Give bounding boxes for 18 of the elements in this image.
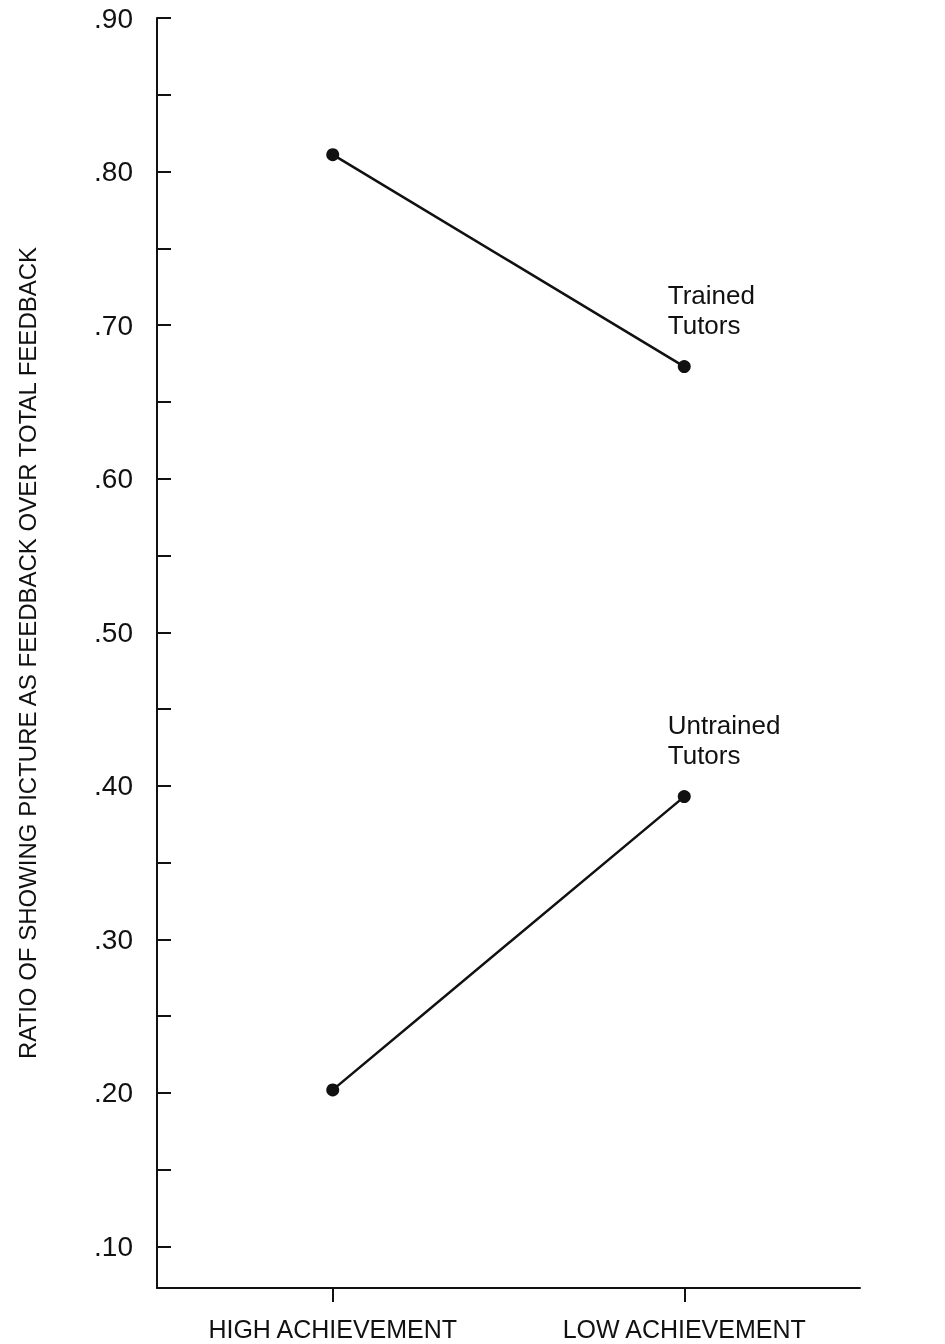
x-tick-label: HIGH ACHIEVEMENT	[208, 1314, 458, 1343]
point	[326, 1083, 340, 1097]
x-tick-label: LOW ACHIEVEMENT	[562, 1314, 806, 1343]
series-label: Untrained Tutors	[667, 710, 788, 771]
y-tick-label: .40	[94, 770, 133, 802]
y-tick-label: .90	[94, 2, 133, 34]
point	[677, 360, 691, 374]
point	[677, 790, 691, 804]
y-tick-label: .30	[94, 923, 133, 955]
y-tick-label: .20	[94, 1077, 133, 1109]
point	[326, 148, 340, 162]
series-label: Trained Tutors	[667, 280, 763, 341]
y-axis-title: RATIO OF SHOWING PICTURE AS FEEDBACK OVER TOTAL FEEDBACK	[13, 246, 41, 1060]
y-tick-label: .80	[94, 156, 133, 188]
y-tick-label: .60	[94, 463, 133, 495]
y-tick-label: .50	[94, 616, 133, 648]
y-tick-label: .70	[94, 309, 133, 341]
y-tick-label: .10	[94, 1231, 133, 1263]
